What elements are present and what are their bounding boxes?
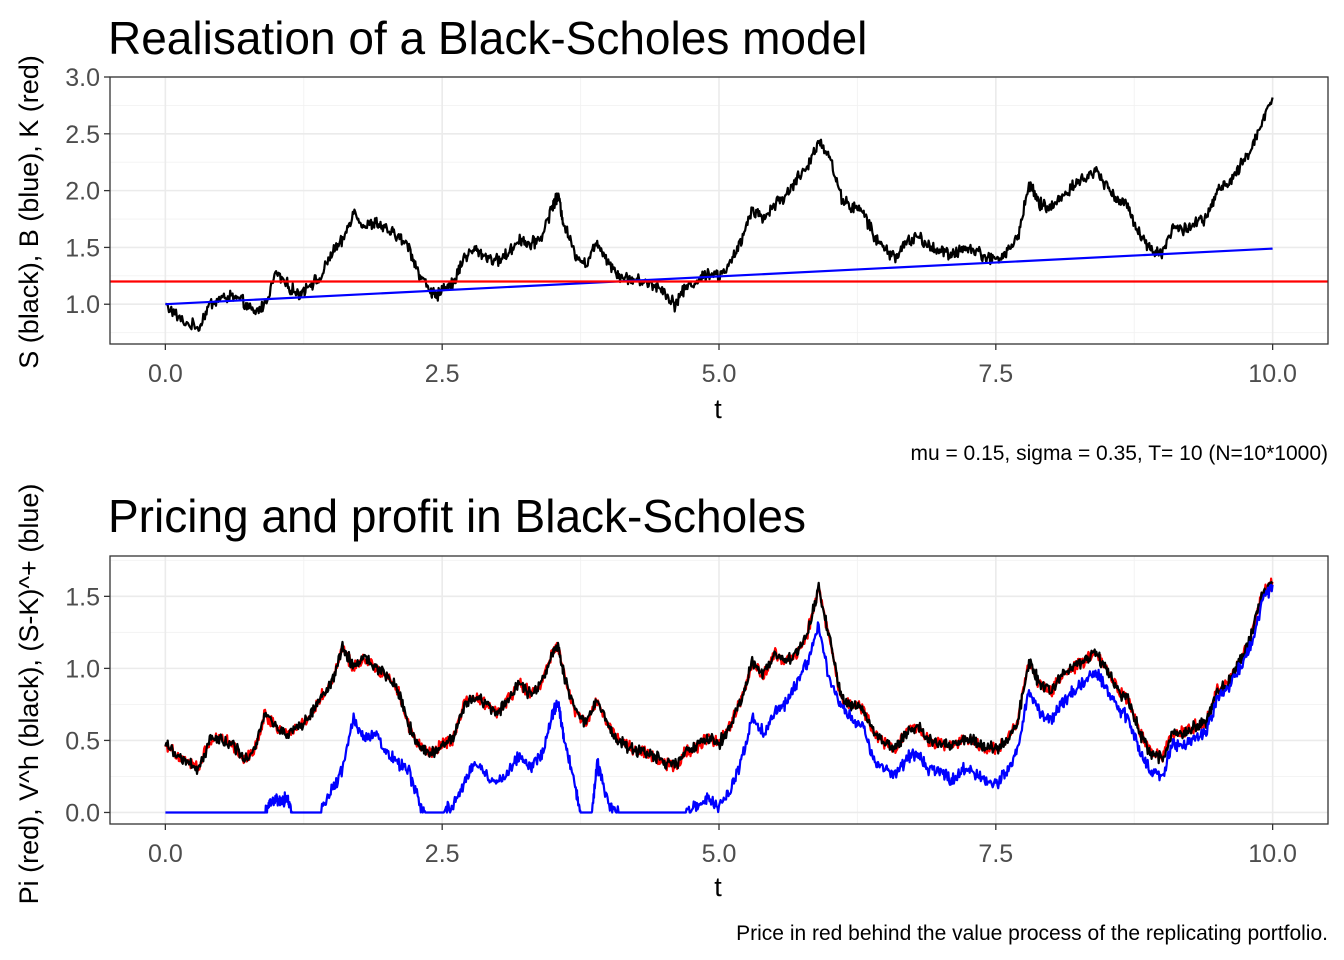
x-tick-label: 5.0 <box>702 360 737 388</box>
series-line-2 <box>165 583 1274 814</box>
y-tick-label: 0.5 <box>65 727 100 755</box>
plot-area: 0.0 2.5 5.0 7.5 10.0 0.0 0.5 1.0 1.5 <box>65 555 1329 868</box>
chart-caption: mu = 0.15, sigma = 0.35, T= 10 (N=10*100… <box>910 442 1328 465</box>
y-tick-label: 3.0 <box>65 64 100 92</box>
x-tick-label: 2.5 <box>425 360 460 388</box>
x-tick-label: 7.5 <box>978 360 1013 388</box>
x-tick-label: 10.0 <box>1248 360 1297 388</box>
y-tick-label: 2.5 <box>65 121 100 149</box>
x-axis-title: t <box>714 394 722 424</box>
x-tick-label: 0.0 <box>148 360 183 388</box>
chart-title: Pricing and profit in Black-Scholes <box>108 490 806 542</box>
x-tick-label: 2.5 <box>425 840 460 868</box>
chart-caption: Price in red behind the value process of… <box>736 922 1328 945</box>
y-axis-title: S (black), B (blue), K (red) <box>14 55 44 369</box>
chart-pricing-and-profit: Pricing and profit in Black-Scholes 0.0 2… <box>14 484 1329 945</box>
series-line-1 <box>164 580 1273 775</box>
chart-black-scholes-realisation: Realisation of a Black-Scholes model 0.0… <box>14 12 1329 465</box>
plot-area: 0.0 2.5 5.0 7.5 10.0 1.0 1.5 2.0 2.5 3.0 <box>65 64 1329 388</box>
series-line-1 <box>165 247 1273 306</box>
chart-title: Realisation of a Black-Scholes model <box>108 12 867 64</box>
x-tick-label: 5.0 <box>702 840 737 868</box>
x-axis-title: t <box>714 872 722 902</box>
y-tick-label: 2.0 <box>65 178 100 206</box>
y-tick-label: 1.5 <box>65 583 100 611</box>
y-tick-label: 1.0 <box>65 291 100 319</box>
x-tick-label: 10.0 <box>1248 840 1297 868</box>
y-tick-label: 0.0 <box>65 799 100 827</box>
x-tick-label: 0.0 <box>148 840 183 868</box>
y-axis-title: Pi (red), V^h (black), (S-K)^+ (blue) <box>14 484 44 905</box>
y-tick-label: 1.0 <box>65 655 100 683</box>
y-tick-label: 1.5 <box>65 234 100 262</box>
x-tick-label: 7.5 <box>978 840 1013 868</box>
